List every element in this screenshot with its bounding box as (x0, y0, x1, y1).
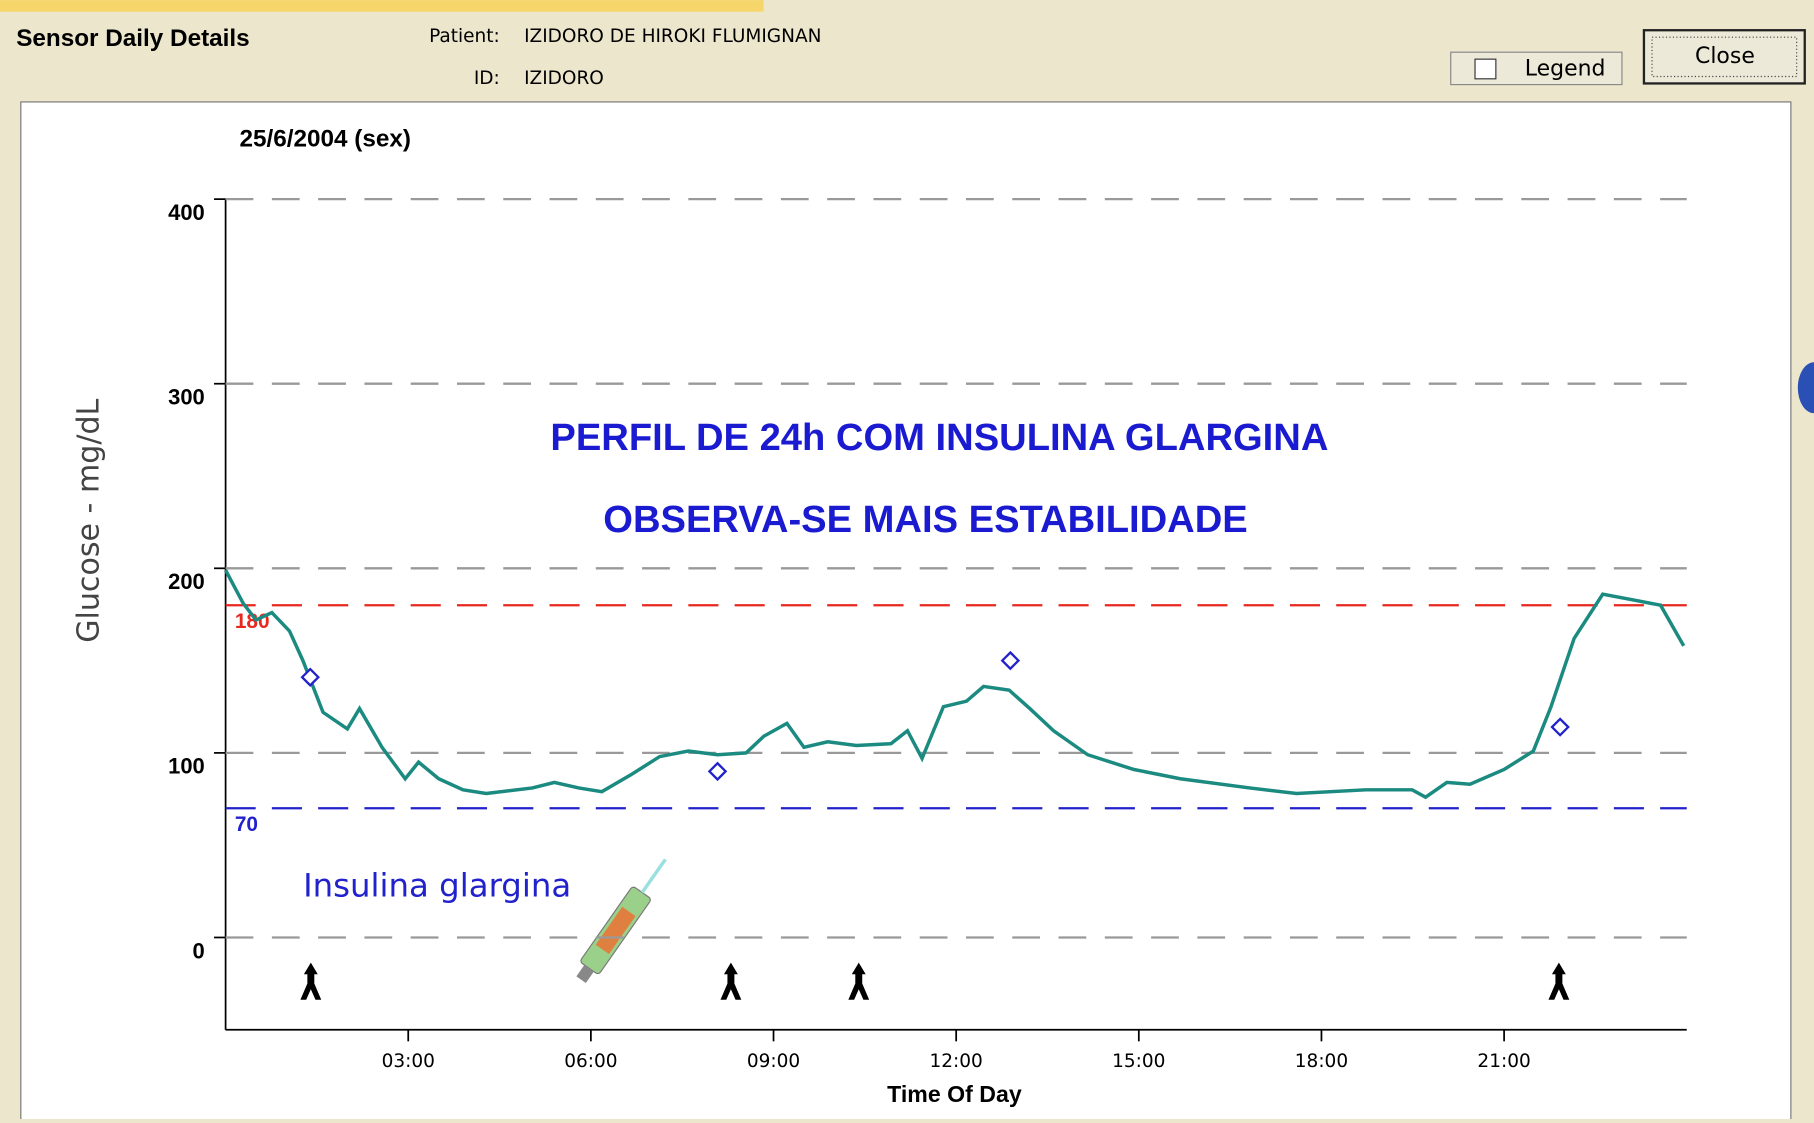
event-marker (1548, 962, 1570, 1000)
annotation: Insulina glargina (303, 866, 571, 904)
meter-reading (1550, 717, 1570, 737)
x-tick-label: 21:00 (1477, 1051, 1530, 1072)
threshold-label: 70 (235, 813, 258, 836)
button-label[interactable]: Close (1695, 44, 1755, 69)
close-button[interactable]: Close (1642, 29, 1806, 85)
syringe-fluid (595, 906, 636, 954)
focus-rect (1651, 36, 1798, 78)
window-title: Sensor Daily Details (16, 25, 249, 52)
meter-reading (707, 761, 728, 782)
y-tick-label: 0 (193, 938, 205, 963)
plot: 0 100 200 300 400 03:00 06:00 09:00 12:00 15:00 18… (168, 197, 1687, 1072)
patient-name: IZIDORO DE HIROKI FLUMIGNAN (524, 26, 821, 47)
glucose-line (224, 569, 1686, 800)
button-icon (1474, 58, 1497, 80)
x-tick-label: 15:00 (1112, 1051, 1165, 1072)
x-axis-label: Time Of Day (887, 1081, 1022, 1107)
side-decoration (1797, 362, 1814, 414)
meter-reading (1000, 650, 1021, 671)
y-axis-label: Glucose - mg/dL (72, 398, 107, 642)
y-tick-label: 100 (168, 754, 205, 779)
syringe-plunger (576, 964, 594, 983)
id-label: ID: (474, 68, 500, 89)
plot-panel (20, 101, 1792, 1123)
annotation: PERFIL DE 24h COM INSULINA GLARGINA (550, 416, 1328, 459)
syringe-icon (576, 858, 667, 983)
y-tick-label: 300 (168, 385, 205, 410)
button-label[interactable]: Legend (1525, 57, 1606, 82)
x-tick-label: 03:00 (382, 1051, 435, 1072)
syringe-needle (640, 858, 667, 894)
y-tick-label: 200 (168, 569, 205, 594)
x-tick-label: 18:00 (1295, 1051, 1348, 1072)
tab-strip (0, 0, 764, 12)
y-tick-label: 400 (168, 200, 205, 225)
patient-id: IZIDORO (524, 68, 604, 89)
meter-reading (300, 667, 320, 687)
event-marker (848, 962, 870, 1000)
x-tick-label: 12:00 (930, 1051, 983, 1072)
annotation: OBSERVA-SE MAIS ESTABILIDADE (603, 498, 1247, 541)
event-marker (720, 962, 742, 1000)
legend-button[interactable]: Legend (1450, 51, 1623, 86)
patient-label: Patient: (429, 26, 500, 47)
x-tick-label: 06:00 (564, 1051, 617, 1072)
button-frame (1642, 29, 1806, 85)
event-marker (300, 962, 322, 1000)
chart-date: 25/6/2004 (sex) (239, 126, 410, 153)
x-tick-label: 09:00 (747, 1051, 800, 1072)
